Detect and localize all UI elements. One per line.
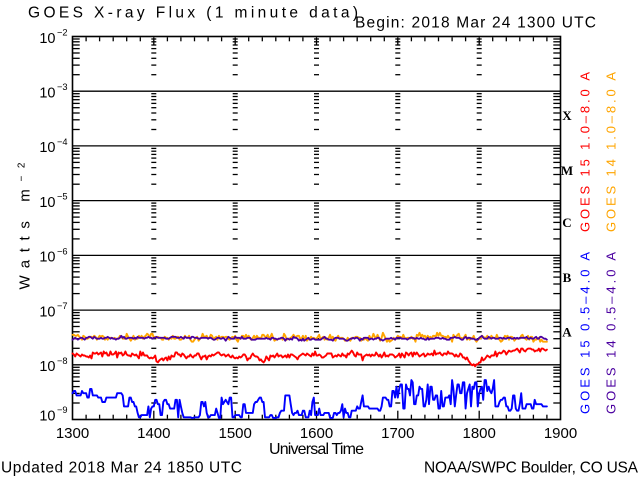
svg-text:1300: 1300	[56, 425, 89, 442]
svg-text:NOAA/SWPC Boulder, CO USA: NOAA/SWPC Boulder, CO USA	[424, 460, 639, 477]
svg-text:−7: −7	[57, 301, 68, 311]
svg-text:−9: −9	[57, 405, 68, 415]
svg-text:X: X	[562, 108, 572, 123]
svg-text:1900: 1900	[544, 425, 577, 442]
svg-text:10: 10	[39, 140, 55, 156]
svg-text:−4: −4	[57, 137, 68, 147]
svg-text:GOES X-ray Flux (1 minute data: GOES X-ray Flux (1 minute data)	[28, 5, 358, 22]
svg-text:10: 10	[39, 304, 55, 320]
svg-text:1600: 1600	[300, 425, 333, 442]
svg-text:1500: 1500	[219, 425, 252, 442]
svg-text:10: 10	[39, 195, 55, 211]
svg-text:−8: −8	[57, 356, 68, 366]
svg-text:−5: −5	[57, 192, 68, 202]
svg-text:Begin: 2018 Mar 24 1300 UTC: Begin: 2018 Mar 24 1300 UTC	[355, 15, 596, 32]
svg-text:10: 10	[39, 408, 55, 424]
svg-text:A: A	[562, 325, 572, 340]
svg-text:1400: 1400	[137, 425, 170, 442]
svg-text:10: 10	[39, 31, 55, 47]
svg-text:−3: −3	[57, 82, 68, 92]
svg-text:1700: 1700	[381, 425, 414, 442]
svg-text:Updated 2018 Mar 24 1850 UTC: Updated 2018 Mar 24 1850 UTC	[1, 460, 242, 477]
svg-text:−2: −2	[57, 28, 68, 38]
svg-text:B: B	[563, 270, 572, 285]
svg-text:10: 10	[39, 359, 55, 375]
svg-text:−6: −6	[57, 246, 68, 256]
svg-text:Universal Time: Universal Time	[269, 441, 364, 458]
svg-text:M: M	[561, 163, 573, 178]
svg-text:C: C	[562, 215, 571, 230]
svg-text:1800: 1800	[463, 425, 496, 442]
svg-text:10: 10	[39, 250, 55, 266]
svg-text:10: 10	[39, 86, 55, 102]
